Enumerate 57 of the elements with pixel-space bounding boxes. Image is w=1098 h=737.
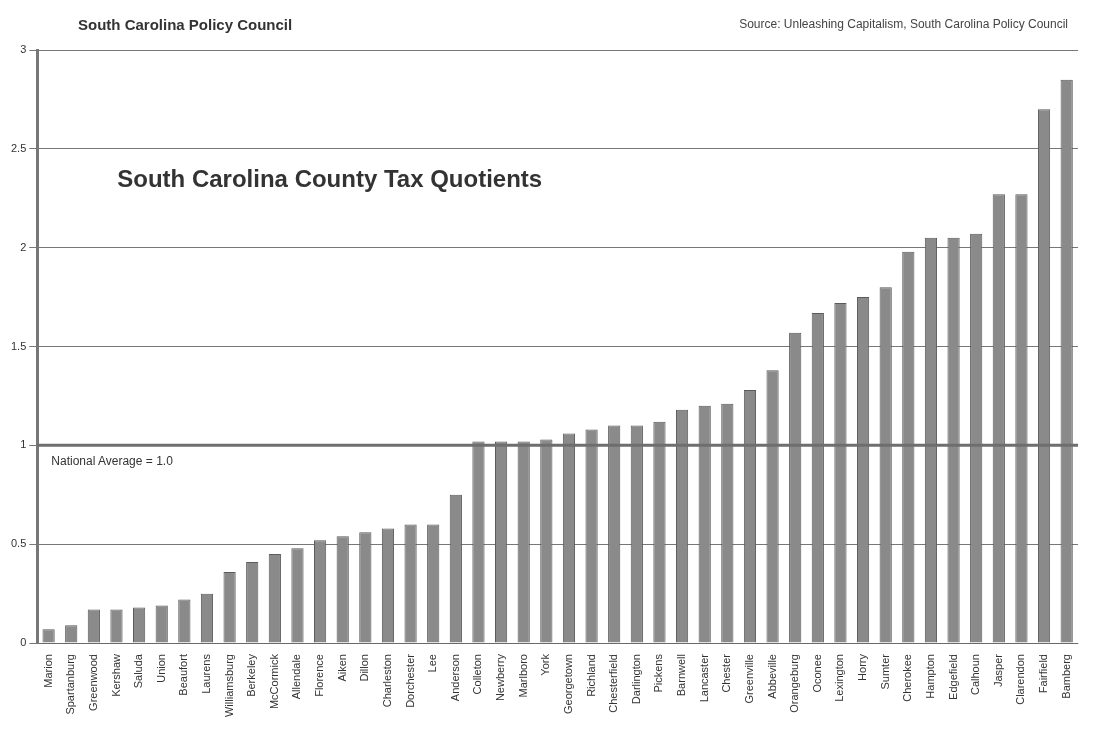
y-tick-label: 0.5 [10, 537, 27, 550]
y-tick-label: 1 [20, 438, 27, 451]
x-tick-label: Union [154, 654, 167, 683]
x-tick-label: Horry [856, 653, 869, 681]
x-tick-label: Aiken [335, 654, 348, 682]
x-tick-label: Allendale [290, 654, 303, 700]
x-tick-label: Hampton [923, 654, 936, 699]
y-tick-label: 2 [20, 240, 27, 253]
x-tick-label: Lexington [833, 654, 846, 702]
x-tick-label: Laurens [200, 653, 212, 694]
x-tick-label: York [539, 653, 552, 676]
x-tick-label: Clarendon [1014, 654, 1027, 705]
x-tick-label: Greenwood [86, 654, 99, 711]
x-tick-label: Marion [41, 654, 54, 688]
y-tick-label: 1.5 [10, 339, 27, 352]
x-tick-label: Berkeley [245, 653, 258, 697]
x-tick-label: Lee [426, 654, 439, 673]
x-tick-label: Orangeburg [788, 654, 801, 713]
text: South Carolina County Tax Quotients [117, 165, 543, 193]
y-tick-label: 2.5 [10, 141, 27, 154]
x-tick-label: Lancaster [697, 653, 710, 703]
x-tick-label: Richland [584, 654, 597, 697]
x-tick-label: Colleton [471, 654, 484, 695]
x-tick-label: Chester [720, 653, 733, 693]
x-tick-label: Edgefield [946, 654, 959, 700]
x-tick-label: Cherokee [901, 654, 914, 702]
source-note: Source: Unleashing Capitalism, South Carolina Policy Council [739, 17, 1068, 31]
y-tick-label: 0 [20, 636, 27, 649]
x-tick-label: Kershaw [109, 653, 122, 697]
x-tick-label: Marlboro [516, 654, 529, 698]
y-tick-label: 3 [20, 43, 27, 56]
x-tick-label: Darlington [629, 654, 642, 705]
x-tick-label: Beaufort [177, 654, 190, 696]
x-tick-label: Dillon [358, 654, 371, 682]
x-tick-label: Jasper [991, 653, 1004, 688]
x-tick-label: Barnwell [675, 654, 688, 697]
x-tick-label: Bamberg [1059, 654, 1072, 699]
x-tick-label: Dorchester [403, 653, 416, 708]
x-tick-label: Sumter [878, 653, 891, 690]
x-tick-label: Charleston [381, 654, 393, 708]
x-tick-label: Anderson [448, 654, 461, 702]
x-tick-label: Newberry [494, 653, 507, 702]
x-tick-label: Fairfield [1037, 654, 1050, 694]
x-tick-label: Abbeville [765, 654, 778, 699]
x-tick-label: Calhoun [969, 654, 982, 696]
x-tick-label: Chesterfield [607, 654, 620, 713]
x-tick-label: Oconee [810, 654, 823, 693]
x-tick-label: Georgetown [561, 654, 574, 714]
text: South Carolina Policy Council [78, 15, 293, 33]
x-tick-label: Spartanburg [64, 654, 77, 715]
x-tick-label: Pickens [652, 653, 665, 693]
x-tick-label: Saluda [132, 653, 145, 689]
x-tick-label: McCormick [267, 653, 280, 710]
x-tick-label: Greenville [742, 654, 755, 704]
x-tick-label: Florence [313, 654, 326, 697]
x-tick-label: Williamsburg [222, 654, 235, 718]
ref-line-label: National Average = 1.0 [51, 453, 174, 468]
